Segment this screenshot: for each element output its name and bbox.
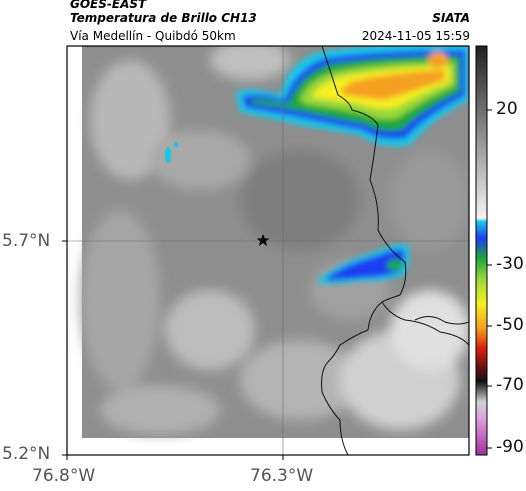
organization-label: SIATA [432, 11, 470, 25]
satellite-source: GOES-EAST [70, 0, 147, 11]
longitude-label: 76.8°W [32, 466, 96, 486]
star-marker [256, 234, 270, 246]
product-title: Temperatura de Brillo CH13 [70, 11, 257, 25]
colorbar-tick-label: -70 [496, 375, 524, 395]
colorbar-tick-label: -90 [496, 437, 524, 457]
satellite-imagery [67, 46, 469, 455]
map-frame [66, 45, 470, 456]
longitude-label: 76.3°W [250, 466, 314, 486]
colorbar [475, 45, 488, 456]
department-border [414, 316, 469, 325]
latitude-label: 5.2°N [2, 444, 51, 464]
colorbar-tick-label: -30 [496, 254, 524, 274]
department-border [321, 301, 383, 455]
department-border [321, 46, 469, 346]
colorbar-tick-label: 20 [496, 99, 518, 119]
timestamp: 2024-11-05 15:59 [361, 29, 470, 43]
region-label: Vía Medellín - Quibdó 50km [70, 29, 236, 43]
colorbar-tick-label: -50 [496, 315, 524, 335]
latitude-label: 5.7°N [2, 231, 51, 251]
